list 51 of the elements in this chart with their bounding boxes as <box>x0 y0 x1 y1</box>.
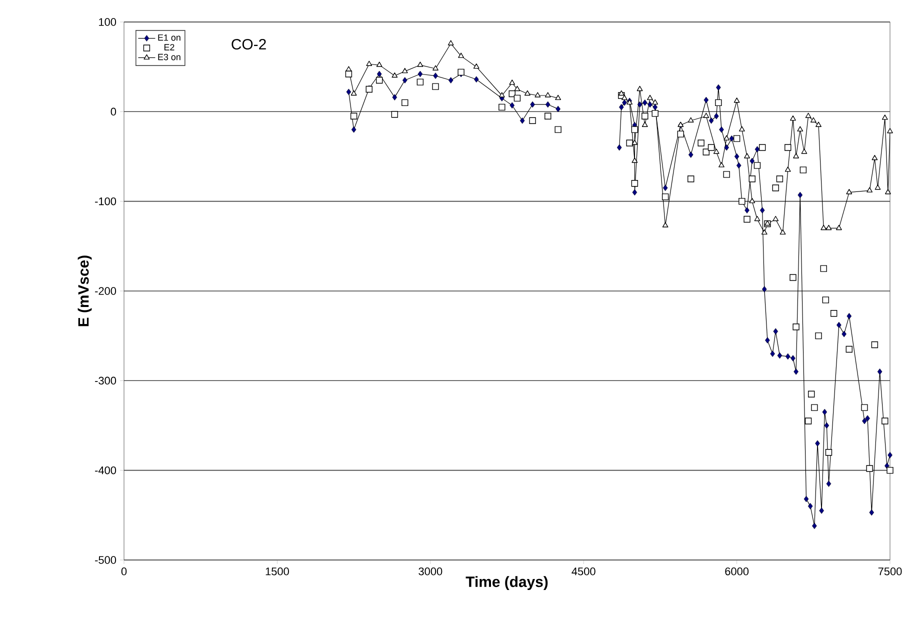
x-tick-label: 4500 <box>572 568 596 576</box>
point <box>792 324 800 330</box>
x-tick-label: 1500 <box>266 568 289 576</box>
point <box>652 110 658 117</box>
point <box>677 130 684 138</box>
point <box>662 193 669 200</box>
point <box>804 418 812 424</box>
point <box>642 112 648 120</box>
point <box>825 449 832 456</box>
point <box>345 70 352 78</box>
point <box>631 180 638 187</box>
point <box>776 176 784 182</box>
point <box>350 112 358 120</box>
point <box>748 176 756 182</box>
point <box>376 76 383 84</box>
point <box>800 166 807 174</box>
x-tick-label: 3000 <box>418 568 442 576</box>
point <box>708 144 715 151</box>
point <box>886 466 894 474</box>
y-tick-label: -400 <box>95 466 116 474</box>
point <box>846 346 853 353</box>
point <box>702 148 710 156</box>
point <box>866 465 873 472</box>
x-tick-label: 7500 <box>878 568 902 576</box>
point <box>754 162 761 169</box>
y-tick-label: -300 <box>95 376 116 385</box>
point <box>631 126 638 133</box>
text: CO-2 <box>232 38 266 50</box>
point <box>882 418 888 424</box>
point <box>861 404 868 411</box>
y-tick-label: -500 <box>95 556 116 564</box>
point <box>744 216 750 223</box>
legend-label: E2 <box>164 44 174 50</box>
point <box>784 144 792 151</box>
point <box>830 310 838 317</box>
legend-label: E1 on <box>158 34 180 41</box>
y-axis-title: E (mVsce) <box>78 256 92 326</box>
y-tick-label: -100 <box>95 197 116 206</box>
y-tick-label: -200 <box>95 287 116 295</box>
point <box>733 135 740 142</box>
x-tick-label: 6000 <box>725 568 749 576</box>
point <box>822 296 830 304</box>
legend-label: E3 on <box>158 54 180 60</box>
y-tick-label: 100 <box>99 18 116 26</box>
point <box>416 78 424 86</box>
y-tick-label: 0 <box>110 108 116 116</box>
x-tick-label: 0 <box>121 568 127 576</box>
point <box>514 94 521 102</box>
point <box>871 341 878 348</box>
point <box>715 99 722 106</box>
x-axis-title: Time (days) <box>466 576 548 590</box>
